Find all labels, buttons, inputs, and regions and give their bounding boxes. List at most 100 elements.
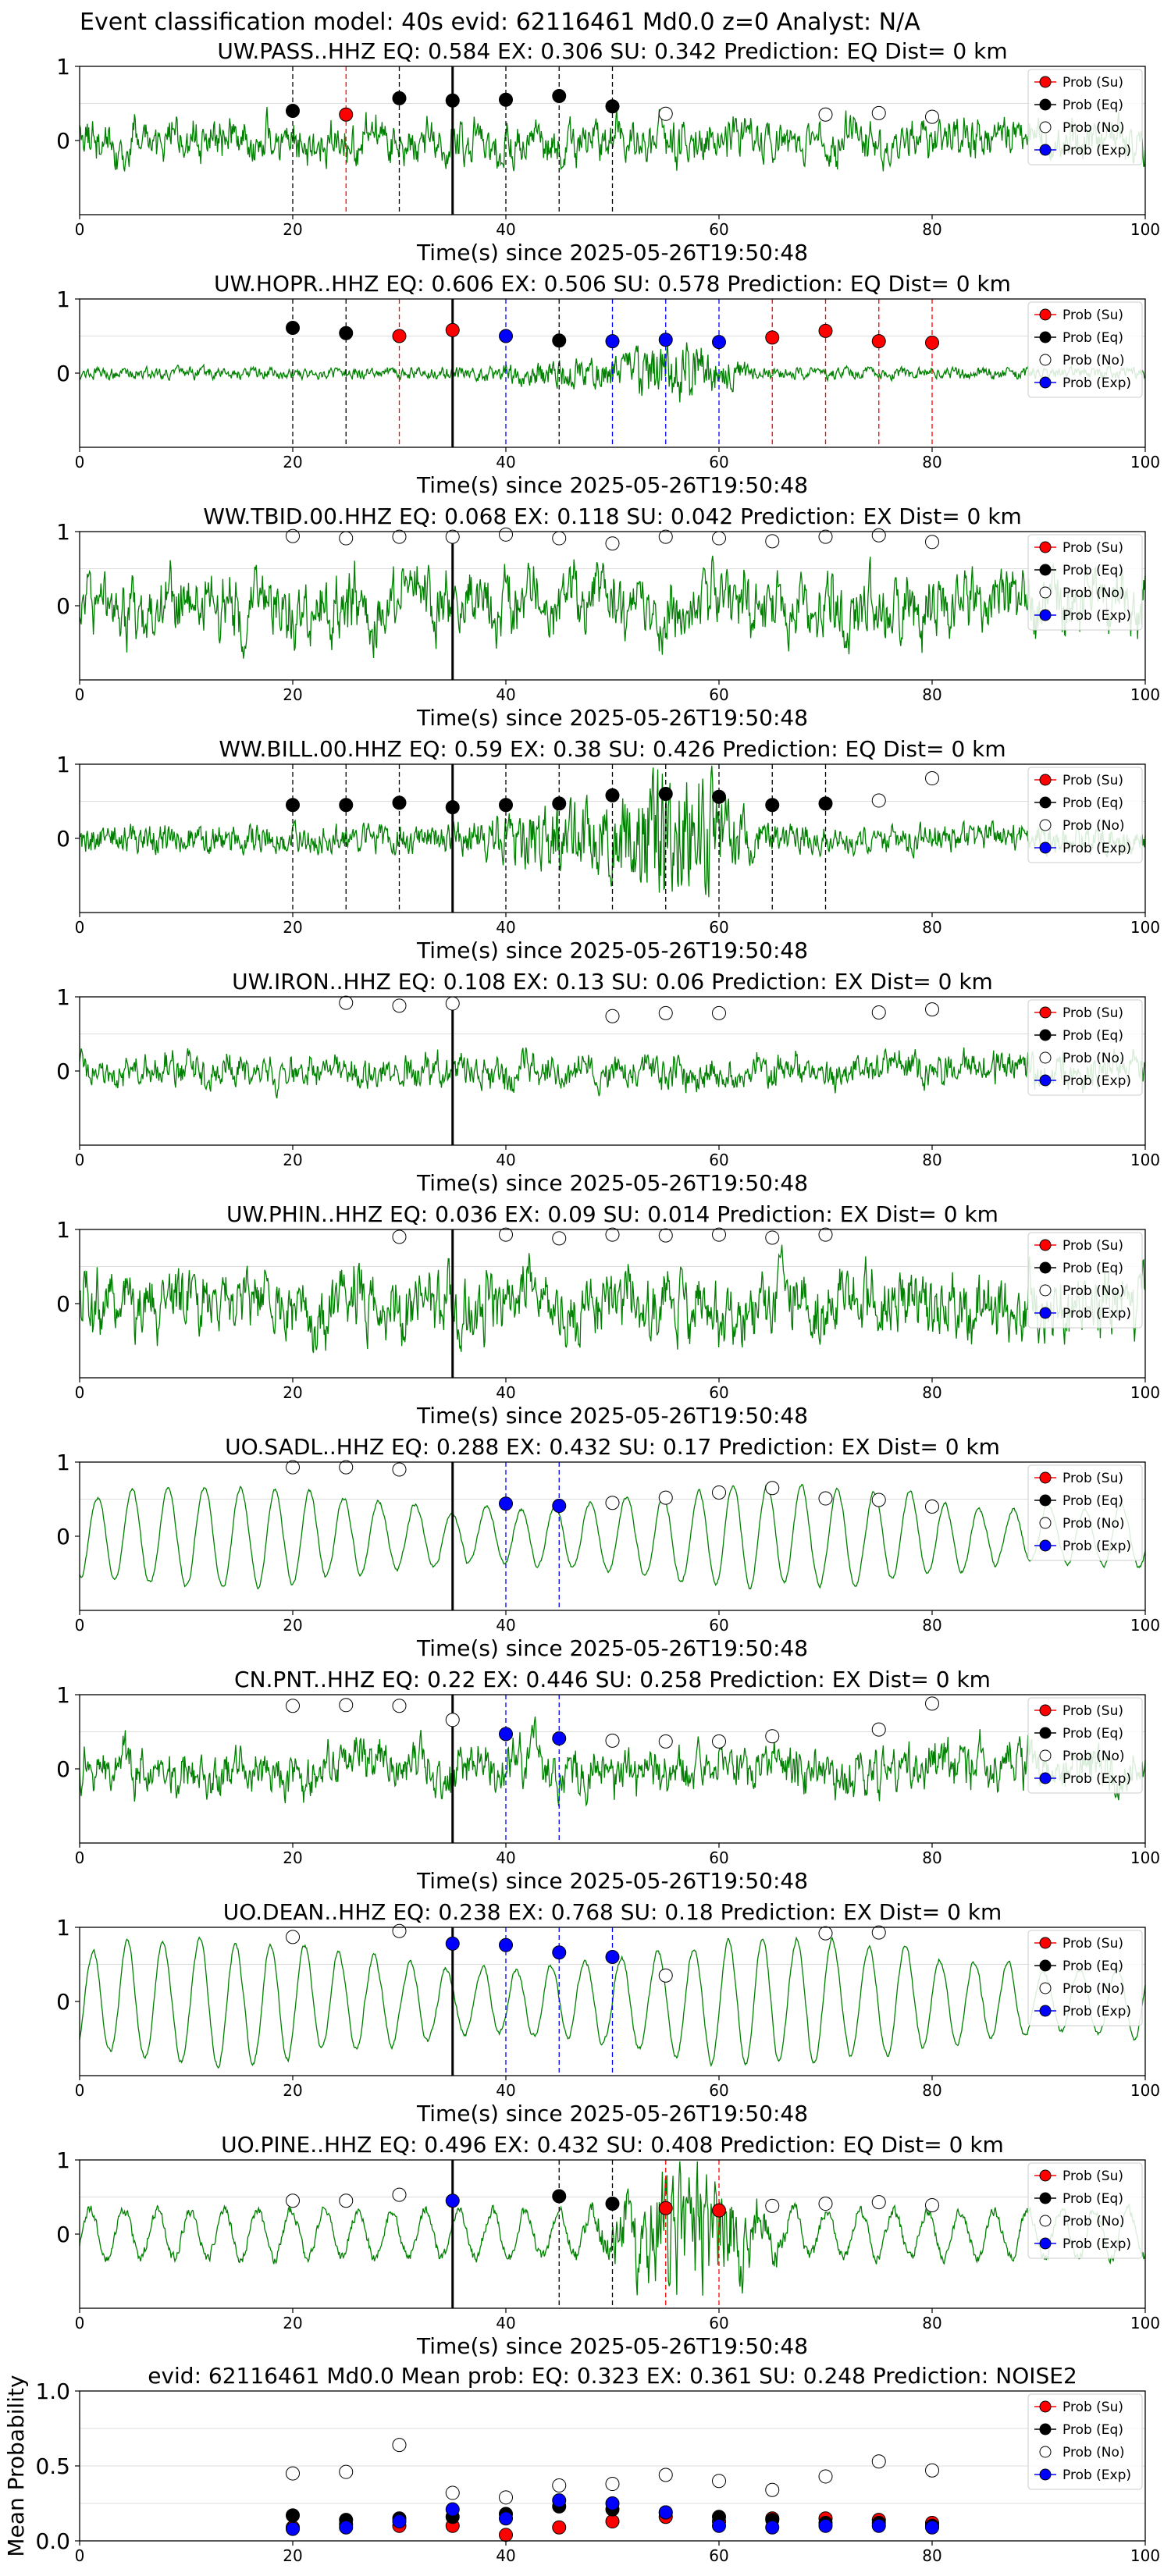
x-tick-label: 80 xyxy=(922,1383,941,1402)
panel-title: UO.PINE..HHZ EQ: 0.496 EX: 0.432 SU: 0.4… xyxy=(221,2132,1004,2158)
x-tick-label: 60 xyxy=(709,220,728,239)
legend-marker-no xyxy=(1039,1982,1052,1994)
legend-marker-exp xyxy=(1039,841,1052,854)
window-marker xyxy=(605,334,620,349)
window-marker xyxy=(712,335,726,350)
legend-label: Prob (Exp) xyxy=(1062,2236,1131,2252)
window-marker xyxy=(392,1923,407,1938)
legend-label: Prob (Exp) xyxy=(1062,1306,1131,1322)
legend-label: Prob (Exp) xyxy=(1062,608,1131,624)
x-tick-label: 60 xyxy=(709,1383,728,1402)
legend-marker-exp xyxy=(1039,1074,1052,1087)
x-tick-label: 60 xyxy=(709,2081,728,2100)
x-tick-label: 40 xyxy=(496,918,515,937)
window-marker xyxy=(392,1229,407,1244)
mean-prob-point xyxy=(392,2514,407,2529)
mean-prob-point xyxy=(871,2454,886,2469)
legend-marker-eq xyxy=(1039,1959,1052,1972)
window-marker xyxy=(605,1227,620,1242)
window-marker xyxy=(392,329,407,343)
window-marker xyxy=(765,1481,780,1496)
legend-marker-eq xyxy=(1039,98,1052,111)
x-tick-label: 0 xyxy=(75,2081,85,2100)
legend-label: Prob (Eq) xyxy=(1062,2422,1123,2438)
legend-marker-no xyxy=(1039,586,1052,599)
legend-marker-exp xyxy=(1039,609,1052,621)
legend-label: Prob (Eq) xyxy=(1062,1028,1123,1044)
x-tick-label: 0 xyxy=(75,685,85,704)
window-marker xyxy=(818,1491,833,1506)
mean-prob-point xyxy=(605,2514,620,2529)
legend-label: Prob (Su) xyxy=(1062,308,1123,323)
x-tick-label: 60 xyxy=(709,1616,728,1635)
legend-label: Prob (Su) xyxy=(1062,1005,1123,1021)
legend-label: Prob (Eq) xyxy=(1062,1959,1123,1974)
y-tick-label: 0 xyxy=(56,1059,70,1084)
window-marker xyxy=(818,1227,833,1242)
x-tick-label: 100 xyxy=(1130,1383,1160,1402)
mean-prob-point xyxy=(499,2511,513,2526)
x-tick-label: 20 xyxy=(283,1616,302,1635)
window-marker xyxy=(871,1722,886,1737)
legend-marker-exp xyxy=(1039,1539,1052,1552)
x-tick-label: 40 xyxy=(496,2546,515,2565)
window-marker xyxy=(871,1005,886,1019)
waveform-trace xyxy=(79,1483,1146,1590)
window-marker xyxy=(286,321,300,336)
panel-1: UW.PASS..HHZ EQ: 0.584 EX: 0.306 SU: 0.3… xyxy=(56,38,1160,265)
mean-prob-point xyxy=(871,2518,886,2533)
mean-prob-point xyxy=(552,2493,567,2508)
x-tick-label: 40 xyxy=(496,220,515,239)
window-marker xyxy=(658,333,673,347)
waveform-trace xyxy=(79,1244,1146,1354)
window-marker xyxy=(658,1005,673,1020)
x-tick-label: 20 xyxy=(283,220,302,239)
x-tick-label: 80 xyxy=(922,685,941,704)
legend-label: Prob (Su) xyxy=(1062,75,1123,91)
x-tick-label: 0 xyxy=(75,2546,85,2565)
mean-prob-point xyxy=(392,2438,407,2453)
x-tick-label: 100 xyxy=(1130,1616,1160,1635)
legend-marker-su xyxy=(1039,308,1052,321)
x-tick-label: 20 xyxy=(283,1383,302,1402)
legend-marker-eq xyxy=(1039,796,1052,809)
panel-6: UW.PHIN..HHZ EQ: 0.036 EX: 0.09 SU: 0.01… xyxy=(56,1201,1160,1429)
legend-label: Prob (Exp) xyxy=(1062,1539,1131,1554)
y-tick-label: 0 xyxy=(56,1989,70,2015)
mean-prob-point xyxy=(499,2490,513,2505)
x-tick-label: 80 xyxy=(922,453,941,471)
window-marker xyxy=(871,2195,886,2210)
window-marker xyxy=(286,798,300,813)
legend-box xyxy=(1027,1232,1143,1329)
window-marker xyxy=(871,793,886,808)
window-marker xyxy=(605,536,620,551)
legend-marker-su xyxy=(1039,1006,1052,1019)
window-marker xyxy=(765,330,780,345)
legend-label: Prob (Eq) xyxy=(1062,795,1123,811)
panel-title: WW.TBID.00.HHZ EQ: 0.068 EX: 0.118 SU: 0… xyxy=(203,503,1022,529)
mean-prob-point xyxy=(765,2482,780,2497)
window-marker xyxy=(818,2197,833,2211)
x-tick-label: 20 xyxy=(283,2314,302,2332)
mean-prob-point xyxy=(658,2505,673,2520)
window-marker xyxy=(286,528,300,543)
window-marker xyxy=(818,323,833,338)
legend-marker-exp xyxy=(1039,1307,1052,1319)
window-marker xyxy=(499,92,513,107)
legend-label: Prob (No) xyxy=(1062,585,1125,601)
mean-prob-point xyxy=(552,2520,567,2535)
mean-prob-point xyxy=(499,2528,513,2542)
legend-marker-no xyxy=(1039,354,1052,366)
waveform-trace xyxy=(79,555,1146,659)
x-tick-label: 20 xyxy=(283,918,302,937)
x-tick-label: 40 xyxy=(496,2314,515,2332)
legend-label: Prob (No) xyxy=(1062,2445,1125,2460)
x-tick-label: 100 xyxy=(1130,1848,1160,1867)
y-tick-label: 1 xyxy=(56,1682,70,1708)
y-axis-label: Mean Probability xyxy=(3,2375,29,2556)
window-marker xyxy=(818,529,833,544)
window-marker xyxy=(818,107,833,122)
mean-prob-point xyxy=(552,2478,567,2492)
window-marker xyxy=(658,787,673,801)
window-marker xyxy=(871,334,886,349)
